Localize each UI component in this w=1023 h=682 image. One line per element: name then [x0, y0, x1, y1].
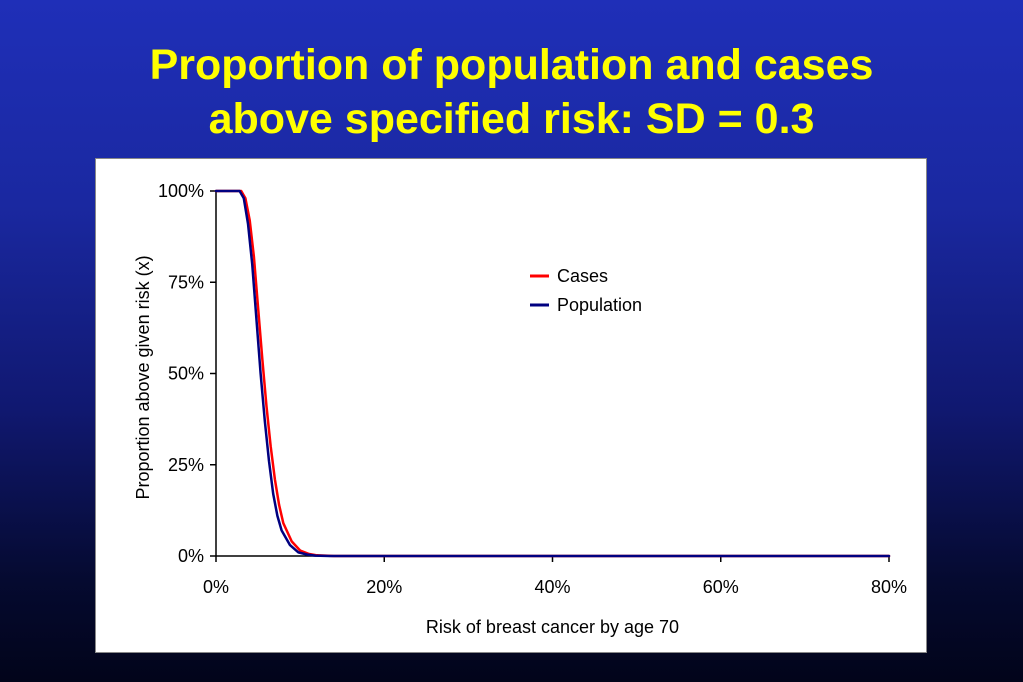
chart-series [214, 189, 891, 558]
y-axis-title: Proportion above given risk (x) [133, 255, 153, 499]
line-chart: 0% 25% 50% 75% 100% 0% 20% 40% 60% 80% Cases Popul… [133, 181, 907, 637]
y-tick-label: 0% [178, 546, 204, 566]
series-line-population [214, 189, 891, 558]
series-line-cases [214, 189, 891, 558]
y-tick-label: 25% [168, 455, 204, 475]
x-tick-label: 60% [703, 577, 739, 597]
x-tick-label: 40% [534, 577, 570, 597]
x-tick-label: 80% [871, 577, 907, 597]
x-tick-label: 0% [203, 577, 229, 597]
chart-axes [215, 191, 889, 557]
chart-legend: Cases Population [530, 266, 642, 315]
slide-title: Proportion of population and cases above… [0, 38, 1023, 146]
x-tick-label: 20% [366, 577, 402, 597]
slide-title-line-2: above specified risk: SD = 0.3 [208, 95, 815, 143]
chart-ticks: 0% 25% 50% 75% 100% 0% 20% 40% 60% 80% [158, 181, 907, 597]
y-tick-label: 75% [168, 272, 204, 292]
legend-label-population: Population [557, 295, 642, 315]
chart-panel: 0% 25% 50% 75% 100% 0% 20% 40% 60% 80% Cases Popul… [95, 158, 927, 653]
x-axis-title: Risk of breast cancer by age 70 [426, 617, 679, 637]
slide-title-line-1: Proportion of population and cases [149, 41, 874, 89]
y-tick-label: 50% [168, 364, 204, 384]
y-tick-label: 100% [158, 181, 204, 201]
legend-label-cases: Cases [557, 266, 608, 286]
